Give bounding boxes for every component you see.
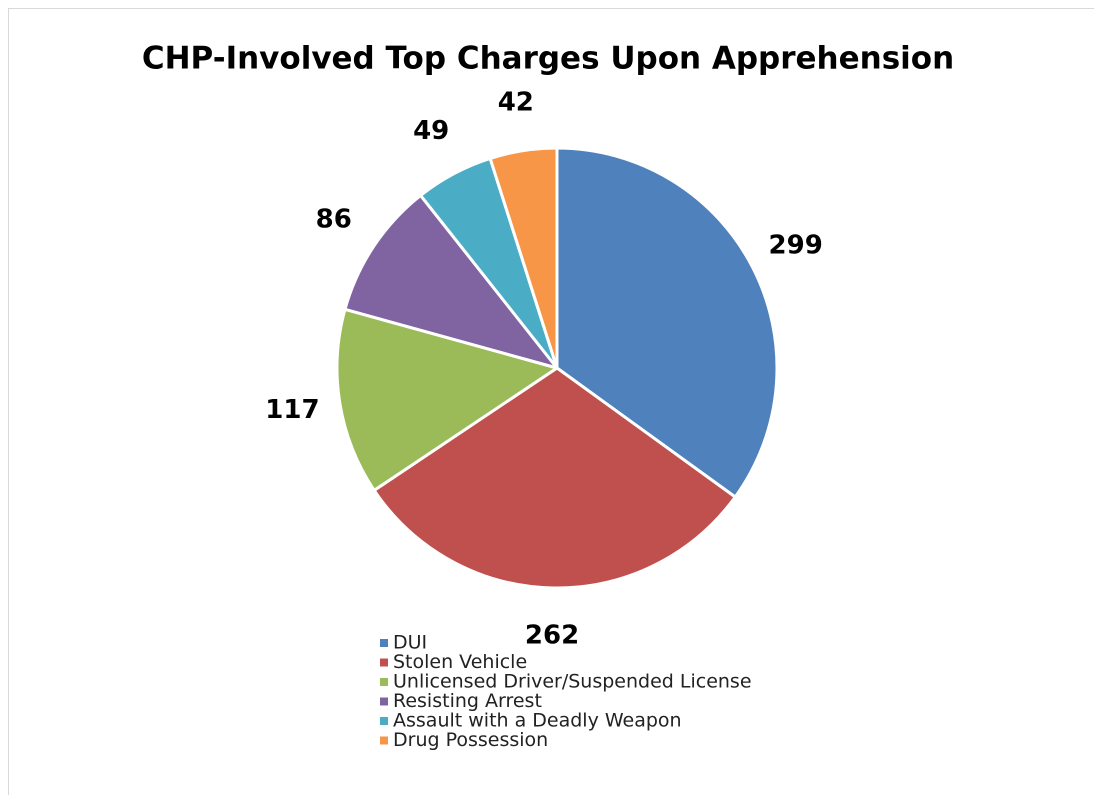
legend-swatch [380, 717, 388, 725]
data-label: 49 [413, 116, 449, 146]
chart-title: CHP-Involved Top Charges Upon Apprehensi… [142, 41, 954, 77]
pie-slice [335, 307, 559, 492]
pie-slice [372, 366, 737, 590]
legend-label: Unlicensed Driver/Suspended License [393, 671, 752, 693]
pie-slice [343, 193, 559, 370]
data-label: 42 [498, 88, 534, 118]
legend-label: Assault with a Deadly Weapon [393, 710, 682, 732]
legend-label: Stolen Vehicle [393, 651, 527, 673]
legend-swatch [380, 658, 388, 667]
data-label: 86 [316, 204, 352, 234]
pie-slice [555, 146, 779, 499]
legend-swatch [380, 697, 388, 706]
legend-label: Resisting Arrest [393, 690, 542, 712]
data-label: 262 [525, 620, 579, 650]
legend-swatch [380, 639, 388, 647]
legend-label: DUI [393, 632, 427, 654]
pie-slice [488, 146, 559, 370]
legend-swatch [380, 678, 388, 686]
legend-swatch [380, 736, 388, 745]
data-label: 299 [769, 231, 823, 261]
data-label: 117 [265, 395, 319, 425]
legend-label: Drug Possession [393, 729, 548, 751]
